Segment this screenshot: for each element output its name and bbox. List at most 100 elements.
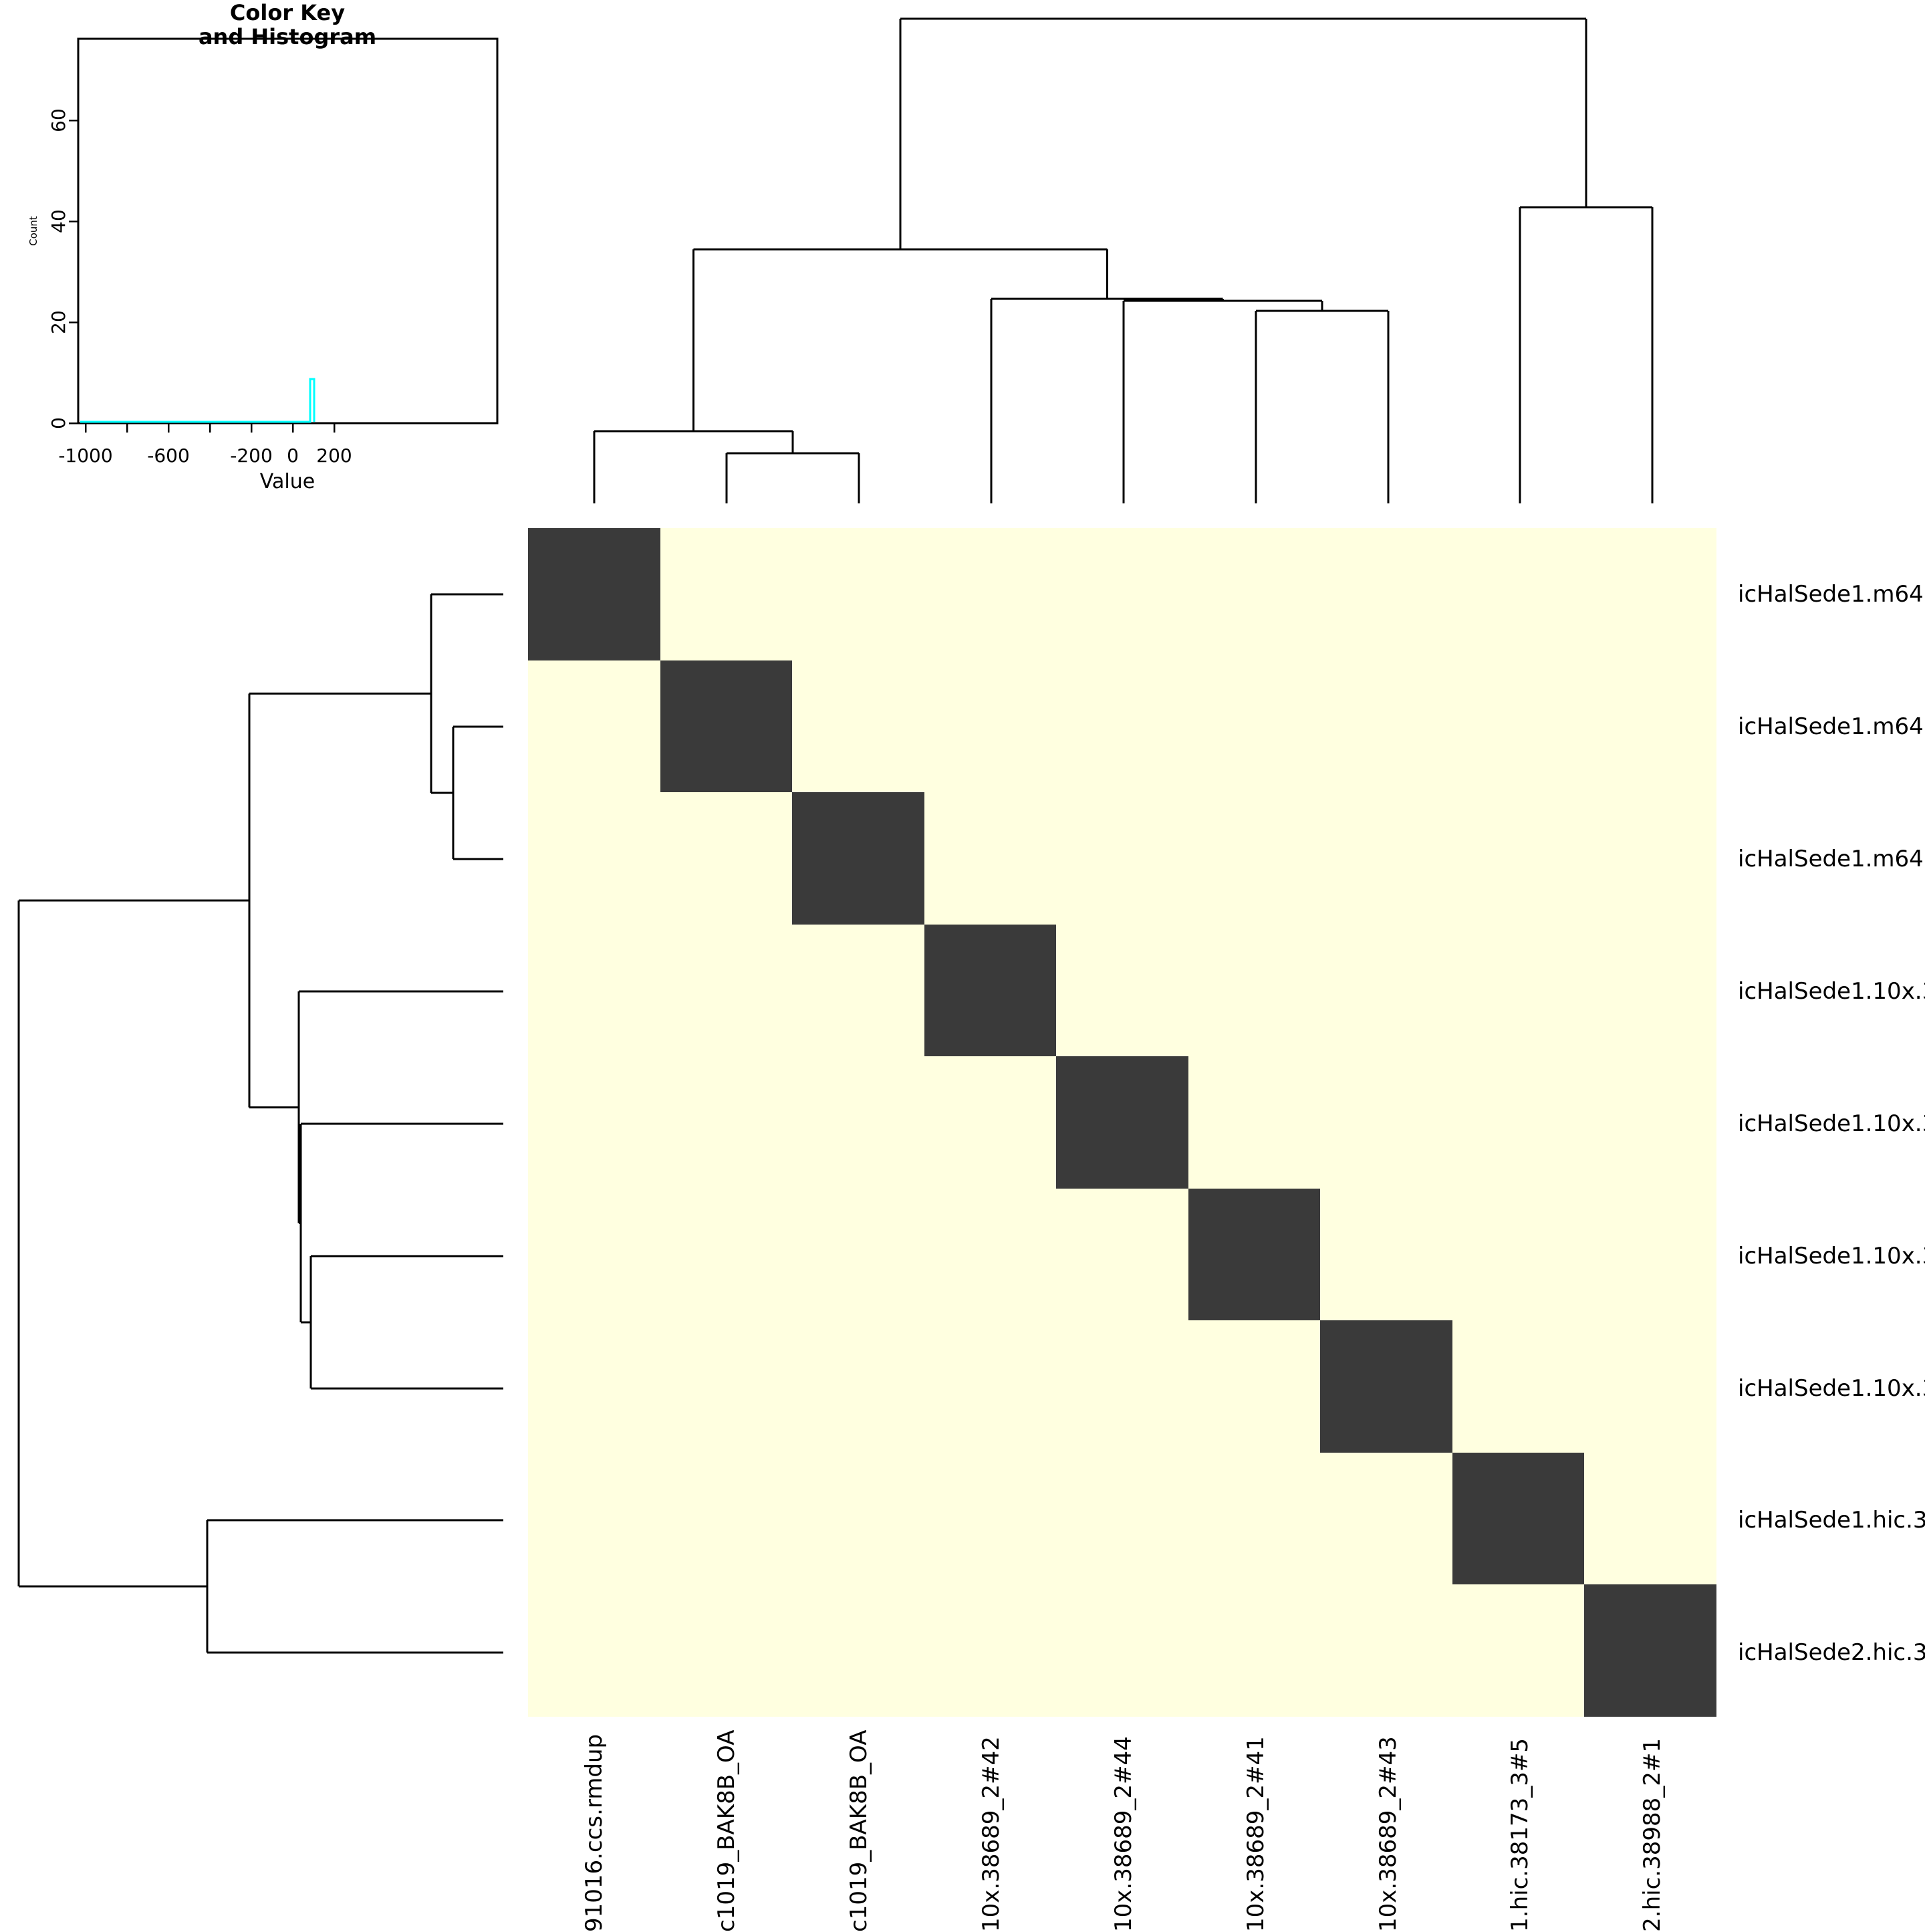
heatmap-cell <box>528 660 660 793</box>
heatmap-cell <box>660 1320 793 1453</box>
y-tick-label: 0 <box>47 417 70 429</box>
column-label: 91016.ccs.rmdup <box>581 1733 608 1932</box>
heatmap-cell <box>528 1056 660 1189</box>
heatmap-cell <box>1452 528 1585 660</box>
heatmap-cell <box>1452 1320 1585 1453</box>
heatmap-cell <box>1584 792 1716 925</box>
heatmap-cell <box>1320 924 1452 1057</box>
heatmap-cell <box>792 1188 924 1321</box>
heatmap-cell <box>924 1452 1057 1585</box>
heatmap-cell <box>924 1188 1057 1321</box>
heatmap-cell <box>1452 1452 1585 1585</box>
x-tick-label: 200 <box>316 445 352 467</box>
heatmap-cell <box>1320 1584 1452 1717</box>
heatmap-cell <box>660 1056 793 1189</box>
heatmap-cell <box>792 1056 924 1189</box>
heatmap-cell <box>660 924 793 1057</box>
heatmap-cell <box>1188 1056 1321 1189</box>
heatmap-cell <box>792 1584 924 1717</box>
column-label: c1019_BAK8B_OA <box>846 1729 872 1932</box>
heatmap-cell <box>528 1584 660 1717</box>
heatmap-cell <box>924 792 1057 925</box>
heatmap-cell <box>924 660 1057 793</box>
heatmap-cell <box>1584 1320 1716 1453</box>
column-label: c1019_BAK8B_OA <box>713 1729 740 1932</box>
heatmap-cell <box>1584 924 1716 1057</box>
heatmap-cell <box>528 1452 660 1585</box>
heatmap-cell <box>1056 1188 1188 1321</box>
color-key-x-axis: -1000 -600 -200 0 200 <box>58 423 352 467</box>
heatmap-cell <box>1452 792 1585 925</box>
row-label: icHalSede1.hic.38 <box>1738 1507 1925 1534</box>
color-key-x-axis-label: Value <box>260 470 315 493</box>
row-label: icHalSede2.hic.38 <box>1738 1639 1925 1666</box>
row-label: icHalSede1.10x.3 <box>1738 1110 1925 1137</box>
heatmap-cell <box>1188 924 1321 1057</box>
heatmap-cell <box>660 792 793 925</box>
x-tick-label: -600 <box>147 445 190 467</box>
y-tick-label: 60 <box>47 108 70 132</box>
row-label: icHalSede1.m640 <box>1738 713 1925 740</box>
heatmap-cell <box>528 1188 660 1321</box>
heatmap-cell <box>924 924 1057 1057</box>
heatmap-cell <box>1584 1056 1716 1189</box>
heatmap-cell <box>924 1584 1057 1717</box>
heatmap-cell <box>792 660 924 793</box>
heatmap-cell <box>660 1584 793 1717</box>
heatmap-cell <box>792 1452 924 1585</box>
column-label: 10x.38689_2#41 <box>1243 1736 1269 1932</box>
column-label: 10x.38689_2#44 <box>1110 1736 1137 1932</box>
heatmap-cell <box>1452 1584 1585 1717</box>
heatmap-cell <box>1452 660 1585 793</box>
heatmap-cell <box>924 528 1057 660</box>
heatmap-cell <box>1056 792 1188 925</box>
heatmap-cell <box>1056 1584 1188 1717</box>
heatmap-cell <box>528 528 660 660</box>
heatmap-cell <box>1584 1584 1716 1717</box>
heatmap-cell <box>1320 1320 1452 1453</box>
row-label: icHalSede1.m642 <box>1738 846 1925 872</box>
heatmap-cell <box>1188 1188 1321 1321</box>
heatmap-cell <box>1584 660 1716 793</box>
heatmap-cell <box>1320 660 1452 793</box>
heatmap-cell <box>1584 1188 1716 1321</box>
column-label: 10x.38689_2#43 <box>1375 1736 1402 1932</box>
heatmap-cell <box>1188 1320 1321 1453</box>
heatmap-cell <box>792 1320 924 1453</box>
heatmap-cell <box>1056 1320 1188 1453</box>
x-tick-label: 0 <box>287 445 299 467</box>
x-tick-label: -200 <box>230 445 273 467</box>
heatmap-cell <box>1056 1452 1188 1585</box>
heatmap-cell <box>1320 528 1452 660</box>
histogram-trace <box>80 378 315 423</box>
heatmap-cell <box>1056 924 1188 1057</box>
x-tick-label: -1000 <box>58 445 112 467</box>
row-label: icHalSede1.10x.3 <box>1738 1375 1925 1402</box>
color-key-y-axis: 0 20 40 60 <box>47 108 78 429</box>
heatmap-cell <box>528 1320 660 1453</box>
heatmap-matrix <box>528 528 1716 1717</box>
color-key-title-line2: and Histogram <box>199 24 376 49</box>
heatmap-cell <box>1452 1056 1585 1189</box>
heatmap-cell <box>1452 1188 1585 1321</box>
heatmap-cell <box>924 1056 1057 1189</box>
heatmap-cell <box>660 1452 793 1585</box>
heatmap-cell <box>1188 660 1321 793</box>
heatmap-cell <box>1320 1188 1452 1321</box>
heatmap-cell <box>1188 1584 1321 1717</box>
heatmap-cell <box>660 1188 793 1321</box>
heatmap-cell <box>792 528 924 660</box>
heatmap-cell <box>528 792 660 925</box>
y-tick-label: 40 <box>47 209 70 233</box>
heatmap-cell <box>792 924 924 1057</box>
color-key-title-line1: Color Key <box>230 0 345 25</box>
color-key-plot-box <box>77 37 499 425</box>
row-label: icHalSede1.10x.3 <box>1738 978 1925 1005</box>
heatmap-cell <box>1056 1056 1188 1189</box>
column-label: 1.hic.38173_3#5 <box>1507 1738 1533 1932</box>
heatmap-cell <box>1188 1452 1321 1585</box>
heatmap-cell <box>1320 1056 1452 1189</box>
heatmap-cell <box>1584 1452 1716 1585</box>
heatmap-cell <box>1056 660 1188 793</box>
